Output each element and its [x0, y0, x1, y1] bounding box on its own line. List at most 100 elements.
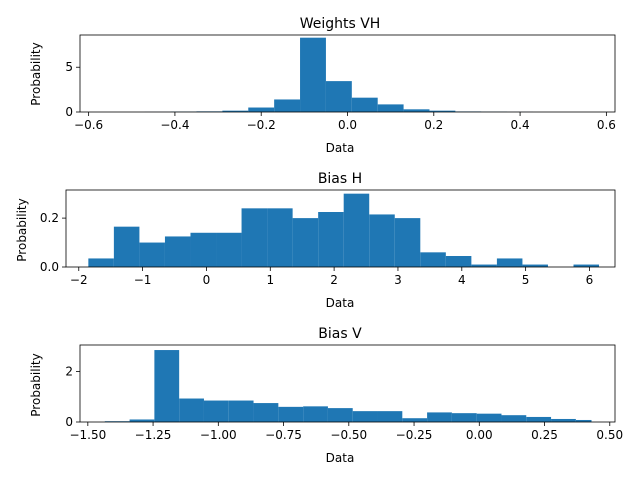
subplot-title: Weights VH — [300, 16, 381, 32]
y-axis-ticks: 05 — [65, 60, 80, 119]
histogram-bar — [253, 403, 279, 422]
histogram-bar — [154, 350, 180, 422]
y-axis-ticks: 02 — [65, 365, 80, 429]
x-tick-label: 6 — [586, 273, 594, 287]
histogram-bar — [429, 110, 456, 112]
histogram-bar — [318, 212, 344, 267]
histogram-bar — [445, 256, 472, 267]
histogram-bar — [248, 107, 275, 112]
histogram-bar — [352, 411, 378, 422]
subplot-bias-h: Bias H −2 −1 0 1 2 3 4 5 6 0.0 0.2 Data Probabili… — [15, 171, 616, 310]
histogram-bar — [292, 218, 319, 267]
y-axis-label: Probability — [15, 198, 29, 261]
histogram-bar — [228, 400, 254, 422]
y-tick-label: 0.2 — [40, 211, 59, 225]
histogram-bar — [190, 232, 217, 267]
histogram-bar — [216, 232, 242, 267]
histogram-bar — [300, 37, 326, 112]
x-tick-label: 0.00 — [466, 428, 493, 442]
histogram-bar — [427, 412, 452, 422]
x-tick-label: −1.25 — [135, 428, 172, 442]
x-tick-label: 2 — [330, 273, 338, 287]
histogram-bar — [573, 264, 600, 267]
histogram-bar — [369, 214, 395, 267]
x-tick-label: −1.50 — [69, 428, 106, 442]
x-axis-ticks: −2 −1 0 1 2 3 4 5 6 — [70, 267, 593, 287]
x-tick-label: 0.50 — [596, 428, 623, 442]
x-axis-ticks: −0.6 −0.4 −0.2 0.0 0.2 0.4 0.6 — [74, 112, 616, 132]
histogram-bar — [575, 419, 592, 422]
histogram-bar — [274, 99, 301, 112]
subplot-weights-vh: Weights VH −0.6 −0.4 −0.2 0.0 0.2 0.4 0.6 05 D… — [29, 16, 616, 155]
histogram-bar — [551, 418, 576, 422]
histogram-bar — [139, 242, 165, 267]
x-tick-label: −0.50 — [330, 428, 367, 442]
axes-frame — [79, 34, 616, 113]
histogram-bar — [325, 81, 352, 112]
x-tick-label: 0.4 — [511, 118, 530, 132]
x-tick-label: 0 — [203, 273, 211, 287]
histogram-bar — [267, 208, 293, 267]
axes-frame — [65, 189, 616, 268]
x-tick-label: 5 — [522, 273, 530, 287]
y-tick-label: 5 — [65, 60, 73, 74]
histogram-bar — [351, 97, 378, 112]
histogram-bar — [522, 264, 548, 267]
x-tick-label: −2 — [70, 273, 88, 287]
histogram-bar — [129, 419, 155, 422]
x-tick-label: 0.2 — [424, 118, 443, 132]
x-axis-ticks: −1.50 −1.25 −1.00 −0.75 −0.50 −0.25 0.00 0.25 0.… — [69, 422, 623, 442]
y-tick-label: 2 — [65, 365, 73, 379]
x-tick-label: −0.6 — [74, 118, 103, 132]
x-axis-label: Data — [326, 296, 355, 310]
histogram-bars — [88, 193, 600, 267]
x-tick-label: 3 — [394, 273, 402, 287]
histogram-bars — [104, 350, 592, 422]
subplot-bias-v: Bias V −1.50 −1.25 −1.00 −0.75 −0.50 −0.25 0.0… — [29, 326, 623, 465]
x-tick-label: −0.2 — [247, 118, 276, 132]
histogram-bar — [496, 258, 523, 267]
histogram-bar — [476, 413, 502, 422]
x-tick-label: −0.75 — [265, 428, 302, 442]
x-tick-label: 0.25 — [531, 428, 558, 442]
x-tick-label: 1 — [266, 273, 274, 287]
histogram-bar — [501, 415, 527, 422]
histogram-bar — [402, 418, 428, 422]
histogram-bar — [526, 416, 552, 422]
x-tick-label: −1.00 — [200, 428, 237, 442]
histogram-bar — [420, 252, 446, 267]
axes-frame — [79, 344, 616, 423]
histogram-bar — [241, 208, 268, 267]
histogram-bar — [203, 400, 229, 422]
y-axis-label: Probability — [29, 353, 43, 416]
x-tick-label: −1 — [134, 273, 152, 287]
x-tick-label: 0.0 — [338, 118, 357, 132]
x-axis-label: Data — [326, 141, 355, 155]
histogram-bar — [164, 236, 191, 267]
histogram-bar — [303, 406, 328, 422]
histogram-bar — [377, 411, 403, 422]
histogram-bar — [88, 258, 114, 267]
x-tick-label: 0.6 — [597, 118, 616, 132]
histogram-bar — [471, 264, 497, 267]
y-tick-label: 0 — [65, 105, 73, 119]
histogram-bar — [278, 406, 304, 422]
histogram-bar — [403, 109, 430, 112]
x-tick-label: 4 — [458, 273, 466, 287]
subplot-title: Bias V — [318, 326, 362, 342]
y-axis-label: Probability — [29, 42, 43, 105]
x-tick-label: −0.25 — [396, 428, 433, 442]
histogram-bar — [377, 104, 404, 112]
x-axis-label: Data — [326, 451, 355, 465]
x-tick-label: −0.4 — [160, 118, 189, 132]
histogram-bar — [327, 408, 353, 422]
y-axis-ticks: 0.0 0.2 — [40, 211, 66, 274]
histogram-bar — [343, 193, 370, 267]
histogram-bar — [394, 218, 421, 267]
histogram-bar — [451, 413, 477, 422]
histogram-bar — [113, 226, 140, 267]
histogram-bar — [222, 110, 249, 112]
y-tick-label: 0 — [65, 415, 73, 429]
histogram-bar — [179, 398, 204, 422]
